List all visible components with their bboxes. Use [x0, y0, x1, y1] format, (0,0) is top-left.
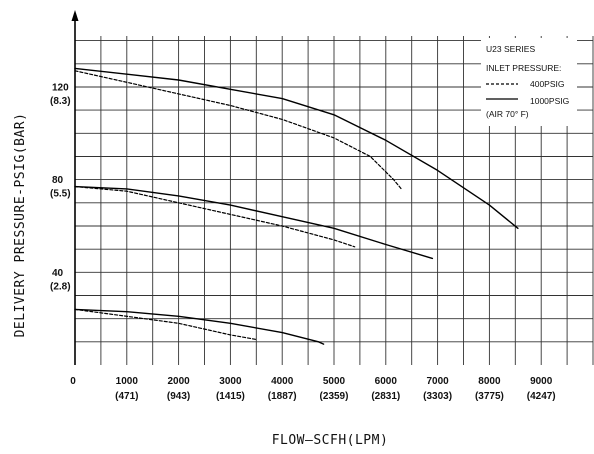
x-tick-label: 9000 — [530, 376, 553, 387]
legend-entry-400psig: 400PSIG — [530, 79, 565, 89]
x-tick-label: 1000 — [116, 376, 139, 387]
x-tick-sublabel: (3303) — [423, 391, 452, 402]
series-line-400psig-5 — [74, 308, 257, 341]
tick-labels: 0 1000 (471) 2000 (943) 3000 (1415) 4000 (1887) 5… — [50, 83, 556, 403]
legend-subtitle: INLET PRESSURE: — [486, 63, 561, 73]
series-line-1000psig-2 — [74, 185, 434, 260]
x-tick-sublabel: (2359) — [320, 391, 349, 402]
legend-entry-1000psig: 1000PSIG — [530, 96, 569, 106]
x-tick-label: 2000 — [167, 376, 190, 387]
x-tick-label: 5000 — [323, 376, 346, 387]
y-tick-sublabel: (2.8) — [50, 281, 71, 292]
series-line-1000psig-0 — [74, 67, 519, 230]
axes — [71, 10, 79, 365]
x-tick-label: 7000 — [426, 376, 449, 387]
x-tick-sublabel: (4247) — [527, 391, 556, 402]
x-tick-label: 6000 — [375, 376, 398, 387]
legend: U23 SERIES INLET PRESSURE: 400PSIG 1000P… — [481, 38, 577, 126]
y-tick-label: 40 — [52, 268, 64, 279]
legend-title: U23 SERIES — [486, 44, 535, 54]
legend-note: (AIR 70° F) — [486, 109, 529, 119]
series-line-400psig-3 — [74, 186, 356, 248]
y-axis-title: DELIVERY PRESSURE-PSIG(BAR) — [13, 113, 28, 338]
y-axis-arrow — [71, 10, 79, 21]
x-tick-sublabel: (1887) — [268, 391, 297, 402]
series-line-400psig-1 — [74, 70, 402, 190]
series-group — [74, 67, 519, 345]
x-tick-sublabel: (471) — [115, 391, 138, 402]
y-tick-sublabel: (5.5) — [50, 189, 71, 200]
x-axis-title: FLOW—SCFH(LPM) — [272, 433, 389, 448]
legend-box — [481, 38, 577, 126]
x-tick-sublabel: (3775) — [475, 391, 504, 402]
x-tick-label: 3000 — [219, 376, 242, 387]
grid — [75, 36, 594, 365]
series-line-1000psig-4 — [74, 308, 325, 345]
y-tick-sublabel: (8.3) — [50, 96, 71, 107]
y-tick-label: 80 — [52, 175, 64, 186]
x-tick-label: 8000 — [478, 376, 501, 387]
x-tick-sublabel: (943) — [167, 391, 190, 402]
x-tick-sublabel: (2831) — [371, 391, 400, 402]
y-tick-label: 120 — [52, 83, 69, 94]
x-tick-sublabel: (1415) — [216, 391, 245, 402]
x-tick-label: 0 — [70, 376, 76, 387]
x-tick-label: 4000 — [271, 376, 294, 387]
